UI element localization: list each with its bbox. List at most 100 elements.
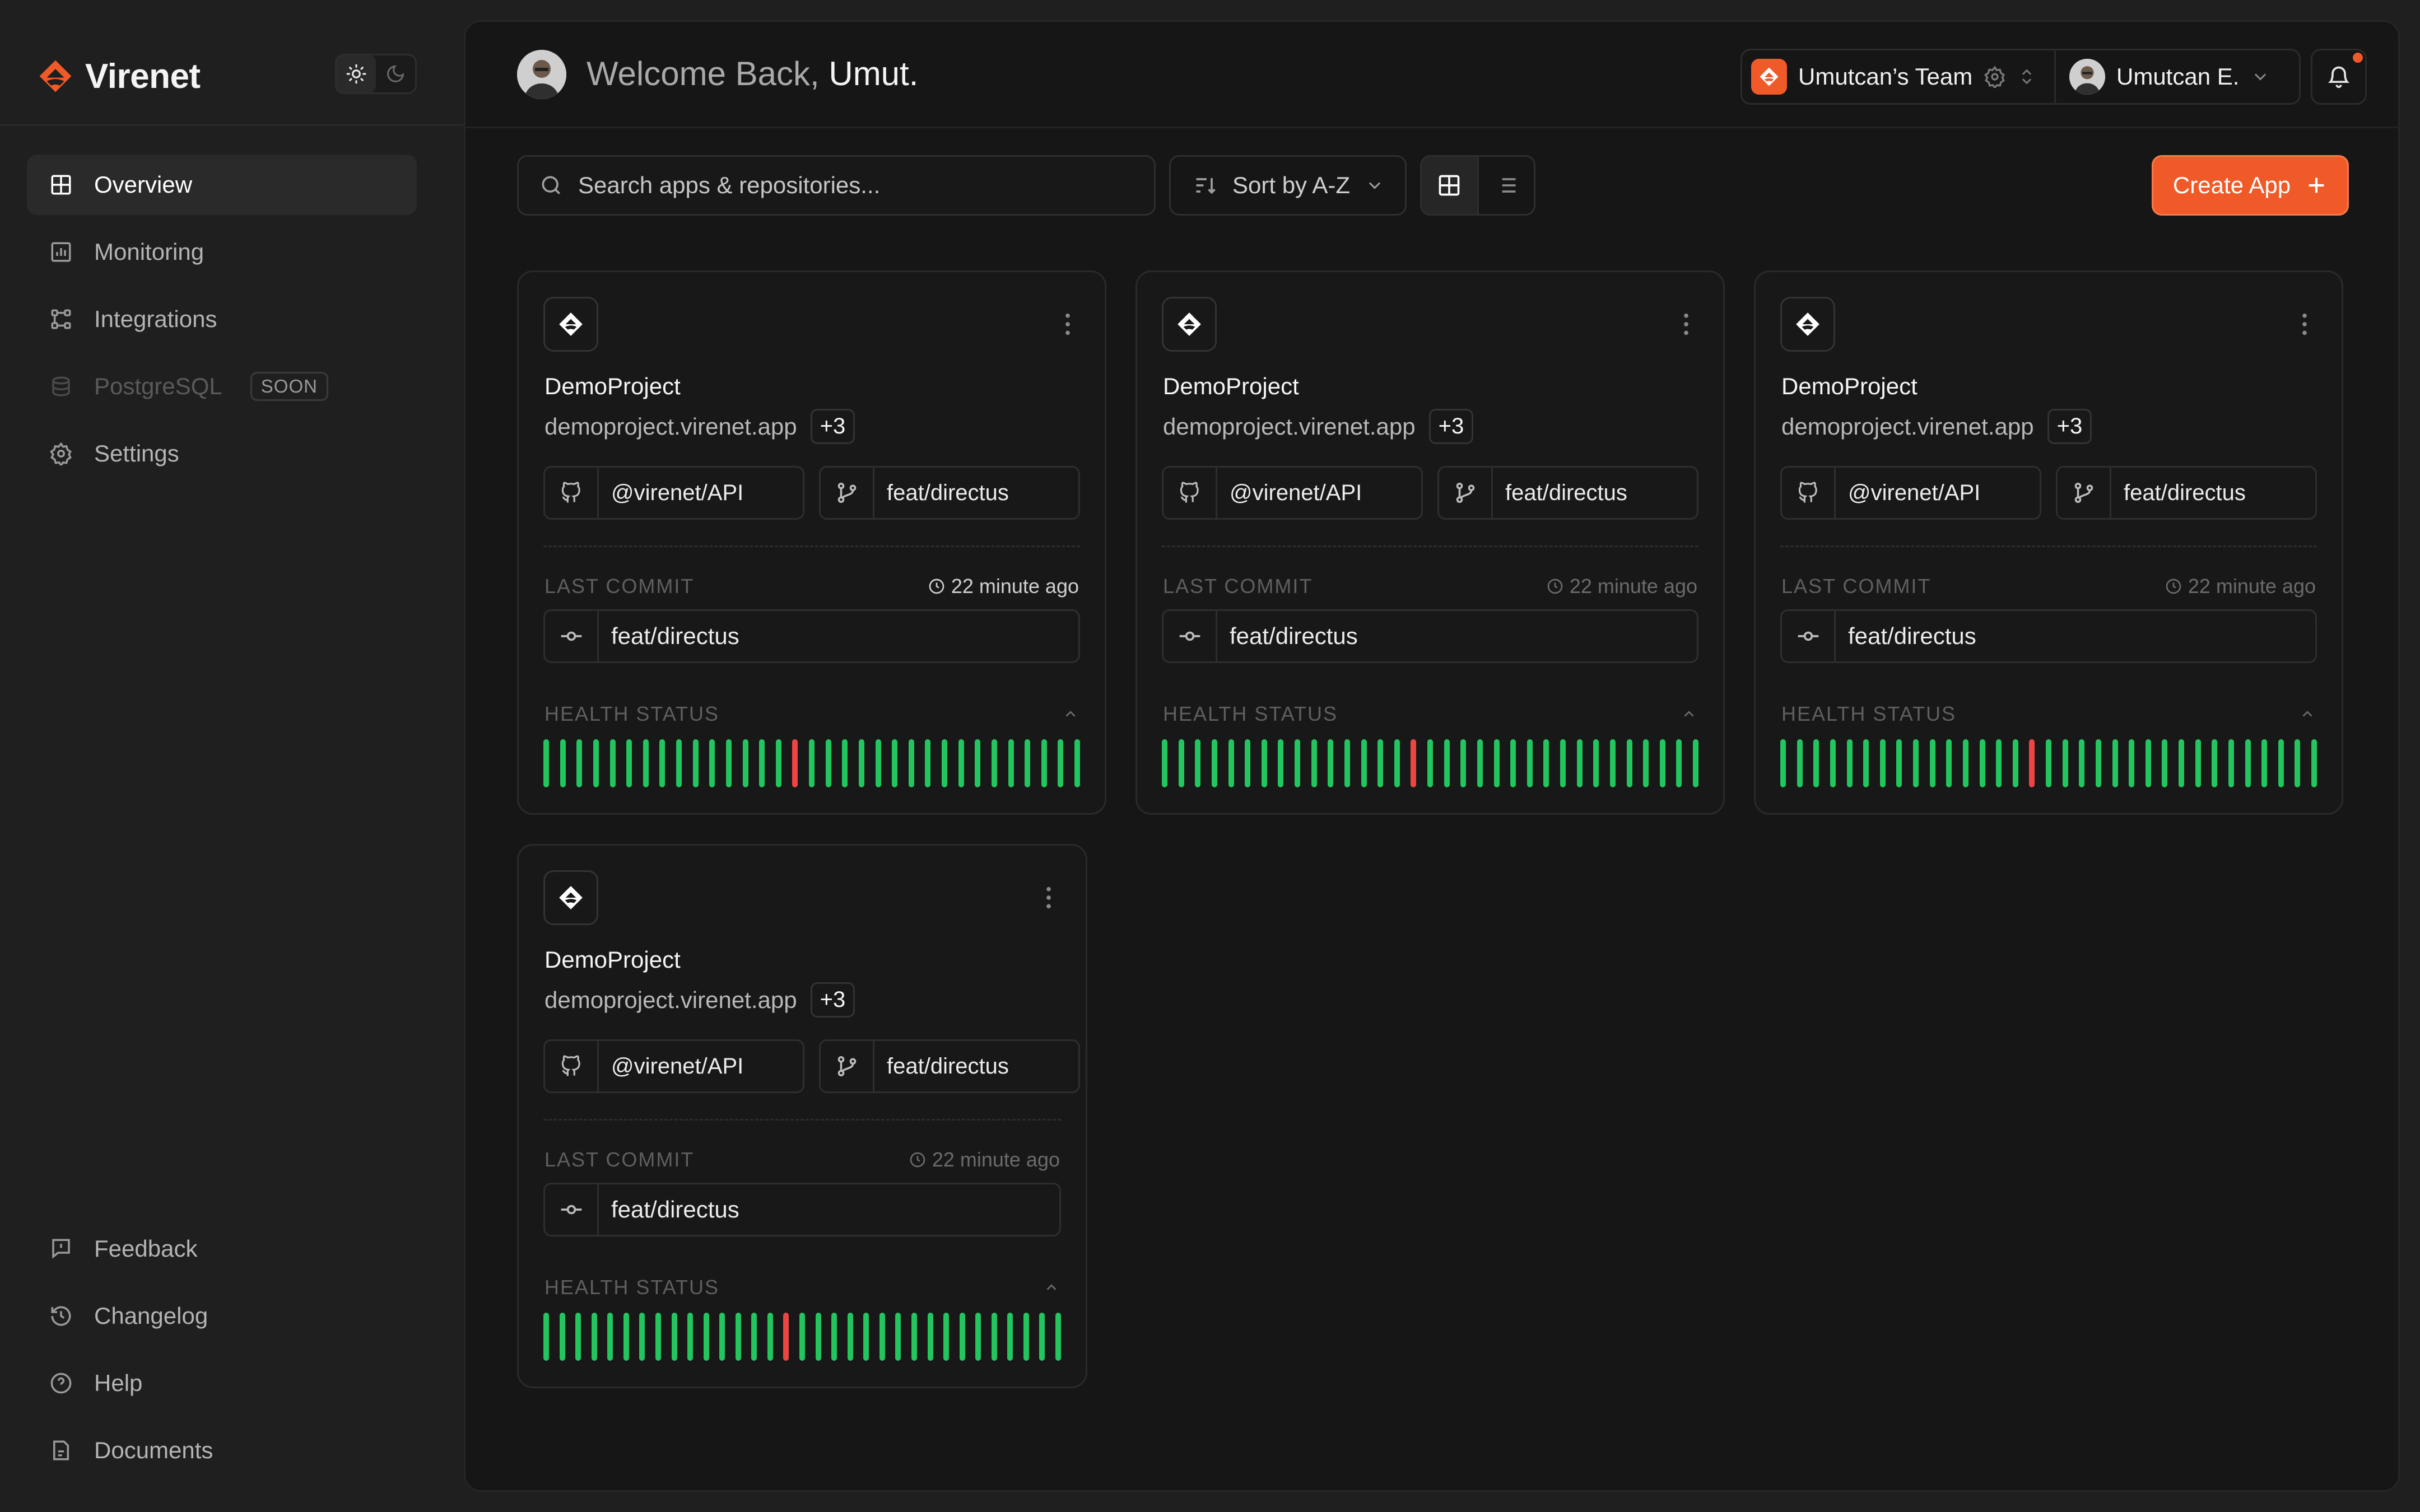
health-bar-incident[interactable] bbox=[792, 739, 798, 787]
more-domains-badge[interactable]: +3 bbox=[2047, 409, 2092, 444]
health-bar-ok[interactable] bbox=[1846, 739, 1853, 787]
health-bar-ok[interactable] bbox=[1962, 739, 1968, 787]
health-bar-ok[interactable] bbox=[842, 739, 848, 787]
health-bar-ok[interactable] bbox=[1261, 739, 1267, 787]
health-status-header[interactable]: HEALTH STATUS bbox=[544, 702, 1079, 726]
health-bar-ok[interactable] bbox=[575, 1313, 581, 1361]
health-bar-ok[interactable] bbox=[975, 1313, 981, 1361]
health-bar-ok[interactable] bbox=[1211, 739, 1217, 787]
health-bar-ok[interactable] bbox=[1996, 739, 2002, 787]
health-bar-ok[interactable] bbox=[1527, 739, 1533, 787]
health-bar-ok[interactable] bbox=[623, 1313, 629, 1361]
chevron-up-icon[interactable] bbox=[1043, 1279, 1060, 1296]
health-bar-ok[interactable] bbox=[1162, 739, 1167, 787]
sidebar-item-integrations[interactable]: Integrations bbox=[27, 289, 417, 349]
app-card[interactable]: DemoProject demoproject.virenet.app +3 @… bbox=[517, 270, 1106, 815]
sidebar-item-overview[interactable]: Overview bbox=[27, 155, 417, 215]
more-domains-badge[interactable]: +3 bbox=[810, 982, 855, 1018]
repository-chip[interactable]: @virenet/API bbox=[543, 1039, 804, 1093]
health-bar-ok[interactable] bbox=[908, 739, 914, 787]
health-bar-ok[interactable] bbox=[725, 739, 732, 787]
light-mode-button[interactable] bbox=[337, 55, 376, 92]
card-menu-button[interactable] bbox=[1045, 885, 1052, 913]
health-bar-ok[interactable] bbox=[1008, 739, 1014, 787]
health-bar-ok[interactable] bbox=[858, 739, 864, 787]
sort-dropdown[interactable]: Sort by A-Z bbox=[1169, 155, 1407, 216]
health-bar-ok[interactable] bbox=[2295, 739, 2301, 787]
commit-chip[interactable]: feat/directus bbox=[1780, 609, 2317, 663]
health-bar-ok[interactable] bbox=[2095, 739, 2101, 787]
repository-chip[interactable]: @virenet/API bbox=[1162, 466, 1423, 520]
health-bar-ok[interactable] bbox=[1896, 739, 1902, 787]
health-bar-ok[interactable] bbox=[879, 1313, 885, 1361]
health-bar-ok[interactable] bbox=[943, 1313, 950, 1361]
health-bar-ok[interactable] bbox=[1039, 1313, 1045, 1361]
health-bar-ok[interactable] bbox=[863, 1313, 869, 1361]
health-bar-ok[interactable] bbox=[799, 1313, 805, 1361]
sidebar-item-help[interactable]: Help bbox=[27, 1353, 417, 1413]
health-bar-ok[interactable] bbox=[671, 1313, 677, 1361]
health-bar-ok[interactable] bbox=[1913, 739, 1919, 787]
commit-chip[interactable]: feat/directus bbox=[543, 1183, 1061, 1236]
health-bar-ok[interactable] bbox=[1178, 739, 1184, 787]
health-bar-ok[interactable] bbox=[1780, 739, 1786, 787]
health-bar-ok[interactable] bbox=[2062, 739, 2068, 787]
grid-view-button[interactable] bbox=[1422, 157, 1477, 214]
health-bar-ok[interactable] bbox=[1593, 739, 1599, 787]
health-bar-ok[interactable] bbox=[1427, 739, 1433, 787]
dark-mode-button[interactable] bbox=[376, 55, 415, 92]
health-bar-ok[interactable] bbox=[925, 739, 931, 787]
health-status-header[interactable]: HEALTH STATUS bbox=[1781, 702, 2316, 726]
health-bar-ok[interactable] bbox=[847, 1313, 853, 1361]
app-domain-link[interactable]: demoproject.virenet.app bbox=[544, 986, 797, 1013]
health-bar-ok[interactable] bbox=[1946, 739, 1952, 787]
sidebar-item-feedback[interactable]: Feedback bbox=[27, 1219, 417, 1279]
health-bar-ok[interactable] bbox=[1929, 739, 1935, 787]
health-bar-ok[interactable] bbox=[2129, 739, 2135, 787]
health-bar-ok[interactable] bbox=[719, 1313, 725, 1361]
health-bar-ok[interactable] bbox=[958, 739, 964, 787]
health-bar-ok[interactable] bbox=[742, 739, 748, 787]
health-bar-ok[interactable] bbox=[643, 739, 649, 787]
health-bar-ok[interactable] bbox=[1543, 739, 1549, 787]
health-bar-ok[interactable] bbox=[1863, 739, 1869, 787]
brand[interactable]: Virenet bbox=[38, 54, 201, 99]
health-bar-ok[interactable] bbox=[1295, 739, 1300, 787]
app-card[interactable]: DemoProject demoproject.virenet.app +3 @… bbox=[1135, 270, 1725, 815]
health-bar-ok[interactable] bbox=[825, 739, 831, 787]
health-bar-ok[interactable] bbox=[2195, 739, 2201, 787]
health-bar-ok[interactable] bbox=[831, 1313, 837, 1361]
health-bar-ok[interactable] bbox=[687, 1313, 694, 1361]
health-bar-ok[interactable] bbox=[1693, 739, 1698, 787]
app-card[interactable]: DemoProject demoproject.virenet.app +3 @… bbox=[517, 844, 1087, 1388]
health-bar-ok[interactable] bbox=[1023, 1313, 1029, 1361]
health-bar-ok[interactable] bbox=[709, 739, 715, 787]
health-bar-ok[interactable] bbox=[2112, 739, 2118, 787]
health-bar-ok[interactable] bbox=[1643, 739, 1649, 787]
health-bar-ok[interactable] bbox=[1058, 739, 1064, 787]
health-bar-ok[interactable] bbox=[767, 1313, 773, 1361]
branch-chip[interactable]: feat/directus bbox=[819, 1039, 1080, 1093]
health-bar-ok[interactable] bbox=[576, 739, 583, 787]
health-bar-ok[interactable] bbox=[543, 739, 549, 787]
health-bar-ok[interactable] bbox=[875, 739, 881, 787]
health-bar-ok[interactable] bbox=[1311, 739, 1317, 787]
health-bar-ok[interactable] bbox=[1626, 739, 1632, 787]
health-bar-ok[interactable] bbox=[1576, 739, 1583, 787]
health-bar-ok[interactable] bbox=[892, 739, 898, 787]
health-bar-ok[interactable] bbox=[1797, 739, 1803, 787]
health-bar-ok[interactable] bbox=[639, 1313, 645, 1361]
more-domains-badge[interactable]: +3 bbox=[810, 409, 855, 444]
health-bar-ok[interactable] bbox=[1025, 739, 1031, 787]
health-bar-incident[interactable] bbox=[783, 1313, 789, 1361]
notifications-button[interactable] bbox=[2311, 49, 2367, 105]
health-bar-ok[interactable] bbox=[895, 1313, 901, 1361]
health-bar-ok[interactable] bbox=[676, 739, 682, 787]
health-bar-ok[interactable] bbox=[2261, 739, 2268, 787]
health-bar-ok[interactable] bbox=[1676, 739, 1682, 787]
health-bar-ok[interactable] bbox=[2278, 739, 2284, 787]
health-bar-ok[interactable] bbox=[959, 1313, 965, 1361]
create-app-button[interactable]: Create App bbox=[2152, 155, 2349, 216]
app-domain-link[interactable]: demoproject.virenet.app bbox=[544, 413, 797, 440]
health-bar-ok[interactable] bbox=[1361, 739, 1367, 787]
